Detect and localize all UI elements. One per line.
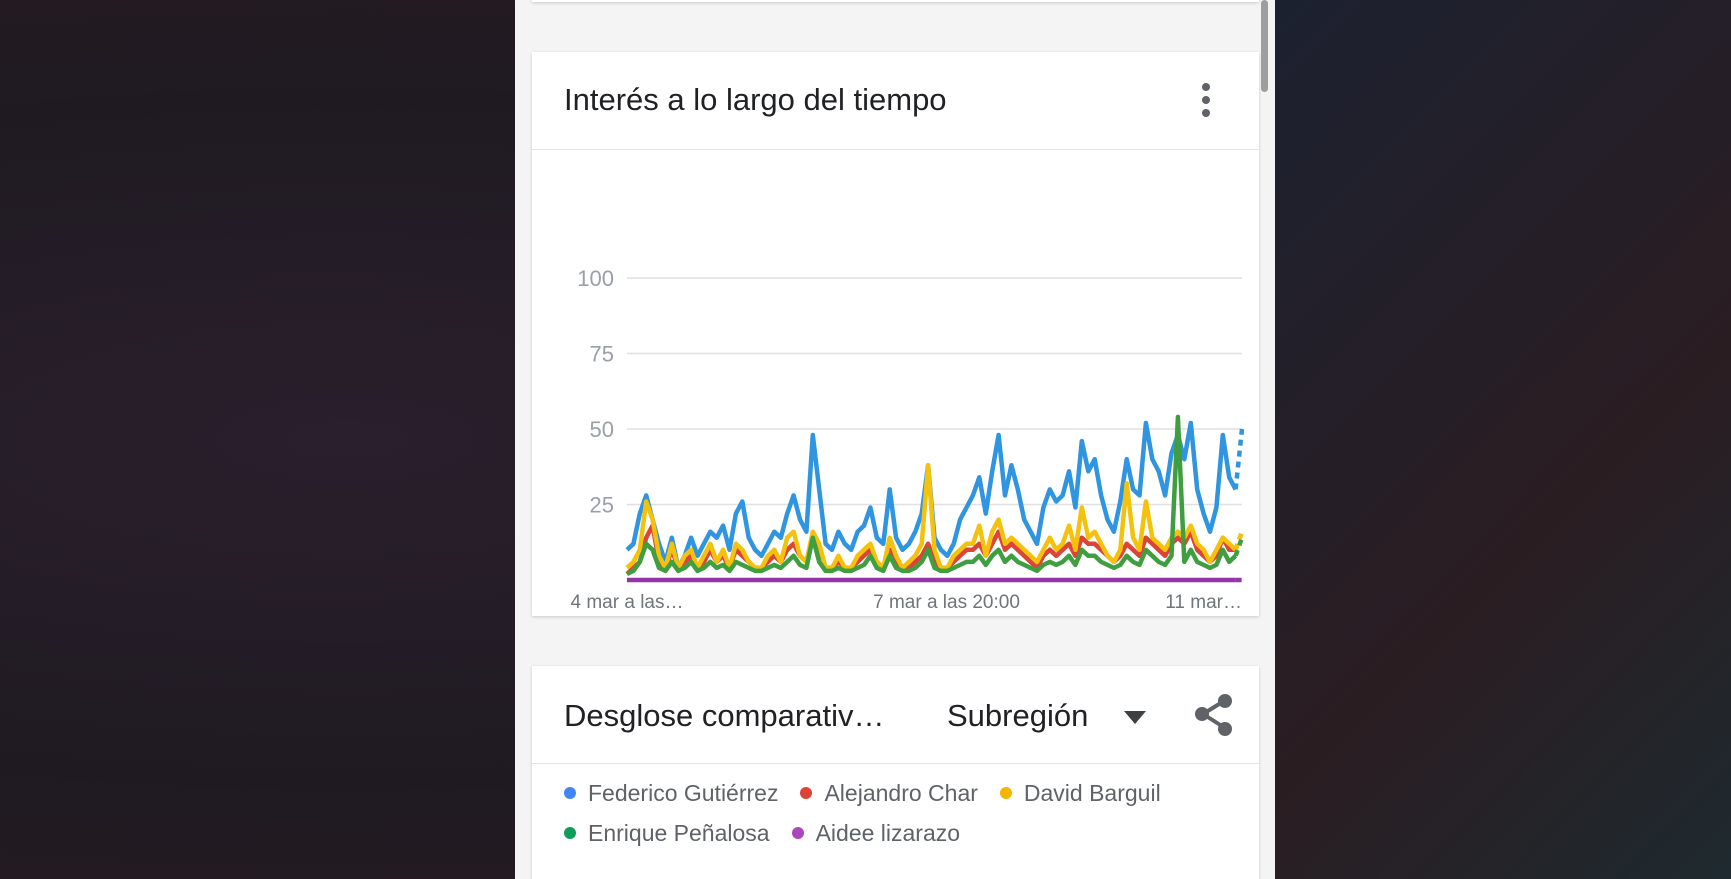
legend-dot-icon xyxy=(791,827,804,839)
legend-dot-icon xyxy=(564,787,576,799)
previous-card xyxy=(532,0,1259,2)
legend-row: Enrique Peñalosa Aidee lizarazo xyxy=(564,820,1244,860)
background-right xyxy=(1275,0,1731,879)
y-tick-label: 100 xyxy=(577,266,614,291)
scrollbar[interactable] xyxy=(1261,0,1268,92)
legend-row: Federico Gutiérrez Alejandro Char David Ba… xyxy=(564,780,1244,820)
legend-label: Enrique Peñalosa xyxy=(588,820,770,846)
legend-label: Aidee lizarazo xyxy=(815,820,961,846)
breakdown-header: Desglose comparativ… Subregión xyxy=(532,666,1259,764)
legend-item[interactable]: Enrique Peñalosa xyxy=(564,820,770,847)
card-header: Interés a lo largo del tiempo xyxy=(532,52,1259,150)
arrow-drop-down-icon[interactable] xyxy=(1124,711,1146,724)
share-icon[interactable] xyxy=(1192,692,1236,738)
series-line xyxy=(626,414,1238,577)
legend-item[interactable]: Federico Gutiérrez xyxy=(564,780,778,807)
region-selector[interactable]: Subregión xyxy=(947,698,1089,733)
x-tick-label: 11 mar… xyxy=(1165,592,1242,613)
more-vert-icon[interactable] xyxy=(1201,83,1211,119)
x-tick-label: 7 mar a las 20:00 xyxy=(873,592,1020,613)
breakdown-title: Desglose comparativ… xyxy=(564,698,885,733)
y-tick-label: 75 xyxy=(590,342,614,367)
interest-chart[interactable]: 100 75 50 25 4 mar a las… 7 mar a las 20:00 11… xyxy=(532,150,1259,616)
interest-over-time-card: Interés a lo largo del tiempo 100 75 50 25 4… xyxy=(532,52,1259,616)
card-title: Interés a lo largo del tiempo xyxy=(564,82,947,117)
series-partial-segment xyxy=(1233,530,1245,551)
legend-item[interactable]: David Barguil xyxy=(999,780,1161,807)
legend-dot-icon xyxy=(800,787,813,799)
comparative-breakdown-card: Desglose comparativ… Subregión Federico … xyxy=(532,666,1259,879)
series-partial-segment xyxy=(1233,536,1245,557)
legend-dot-icon xyxy=(564,827,576,839)
phone-screen: Interés a lo largo del tiempo 100 75 50 25 4… xyxy=(515,0,1275,879)
legend-label: Alejandro Char xyxy=(824,780,978,806)
legend-item[interactable]: Aidee lizarazo xyxy=(791,820,961,847)
legend-item[interactable]: Alejandro Char xyxy=(800,780,978,807)
x-tick-label: 4 mar a las… xyxy=(571,592,684,613)
legend-label: Federico Gutiérrez xyxy=(588,780,779,806)
breakdown-legend: Federico Gutiérrez Alejandro Char David Ba… xyxy=(564,780,1244,860)
series-line xyxy=(625,462,1238,571)
legend-dot-icon xyxy=(999,787,1012,799)
y-tick-label: 50 xyxy=(590,417,614,442)
y-tick-label: 25 xyxy=(590,493,614,518)
series-partial-segment xyxy=(1233,428,1245,490)
legend-label: David Barguil xyxy=(1023,780,1161,806)
